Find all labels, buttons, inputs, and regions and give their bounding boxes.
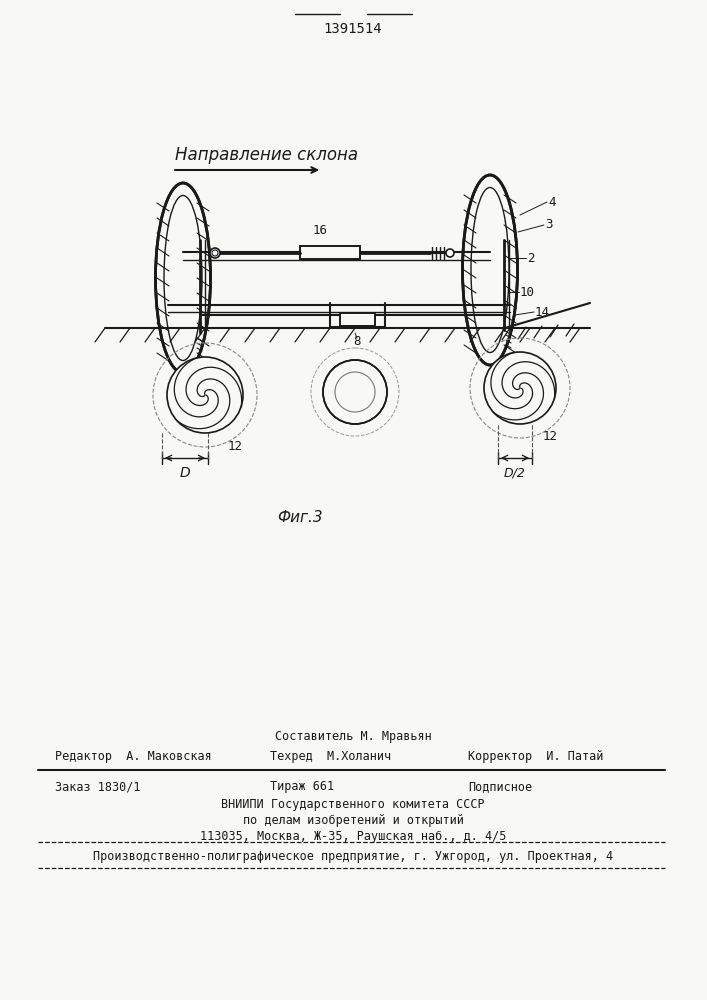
Text: 12: 12	[543, 430, 558, 443]
Ellipse shape	[156, 183, 211, 373]
Text: Редактор  А. Маковская: Редактор А. Маковская	[55, 750, 212, 763]
Text: Тираж 661: Тираж 661	[270, 780, 334, 793]
Text: Составитель М. Мравьян: Составитель М. Мравьян	[274, 730, 431, 743]
Circle shape	[210, 248, 220, 258]
Text: Фиг.3: Фиг.3	[277, 510, 323, 525]
Text: Заказ 1830/1: Заказ 1830/1	[55, 780, 141, 793]
Circle shape	[212, 250, 218, 256]
Text: 1391514: 1391514	[324, 22, 382, 36]
Text: 113035, Москва, Ж-35, Раушская наб., д. 4/5: 113035, Москва, Ж-35, Раушская наб., д. …	[200, 830, 506, 843]
Text: 8: 8	[354, 335, 361, 348]
Circle shape	[323, 360, 387, 424]
Text: 10: 10	[520, 286, 535, 298]
Text: Корректор  И. Патай: Корректор И. Патай	[468, 750, 603, 763]
Text: 16: 16	[312, 224, 327, 237]
Text: Подписное: Подписное	[468, 780, 532, 793]
Ellipse shape	[462, 175, 518, 365]
Circle shape	[167, 357, 243, 433]
Text: 14: 14	[535, 306, 550, 318]
Text: Направление склона: Направление склона	[175, 146, 358, 164]
Text: 3: 3	[545, 219, 552, 232]
Text: Техред  М.Холанич: Техред М.Холанич	[270, 750, 391, 763]
Bar	[340, 313, 375, 326]
Bar	[340, 313, 375, 326]
Text: 2: 2	[527, 251, 534, 264]
Text: 12: 12	[228, 440, 243, 453]
Bar	[300, 246, 360, 259]
Circle shape	[446, 249, 454, 257]
Text: по делам изобретений и открытий: по делам изобретений и открытий	[243, 814, 463, 827]
Text: D/2: D/2	[504, 466, 526, 479]
Text: Производственно-полиграфическое предприятие, г. Ужгород, ул. Проектная, 4: Производственно-полиграфическое предприя…	[93, 850, 613, 863]
Text: D: D	[180, 466, 190, 480]
Text: ВНИИПИ Государственного комитета СССР: ВНИИПИ Государственного комитета СССР	[221, 798, 485, 811]
Bar	[300, 246, 360, 259]
Circle shape	[484, 352, 556, 424]
Text: 4: 4	[548, 196, 556, 209]
